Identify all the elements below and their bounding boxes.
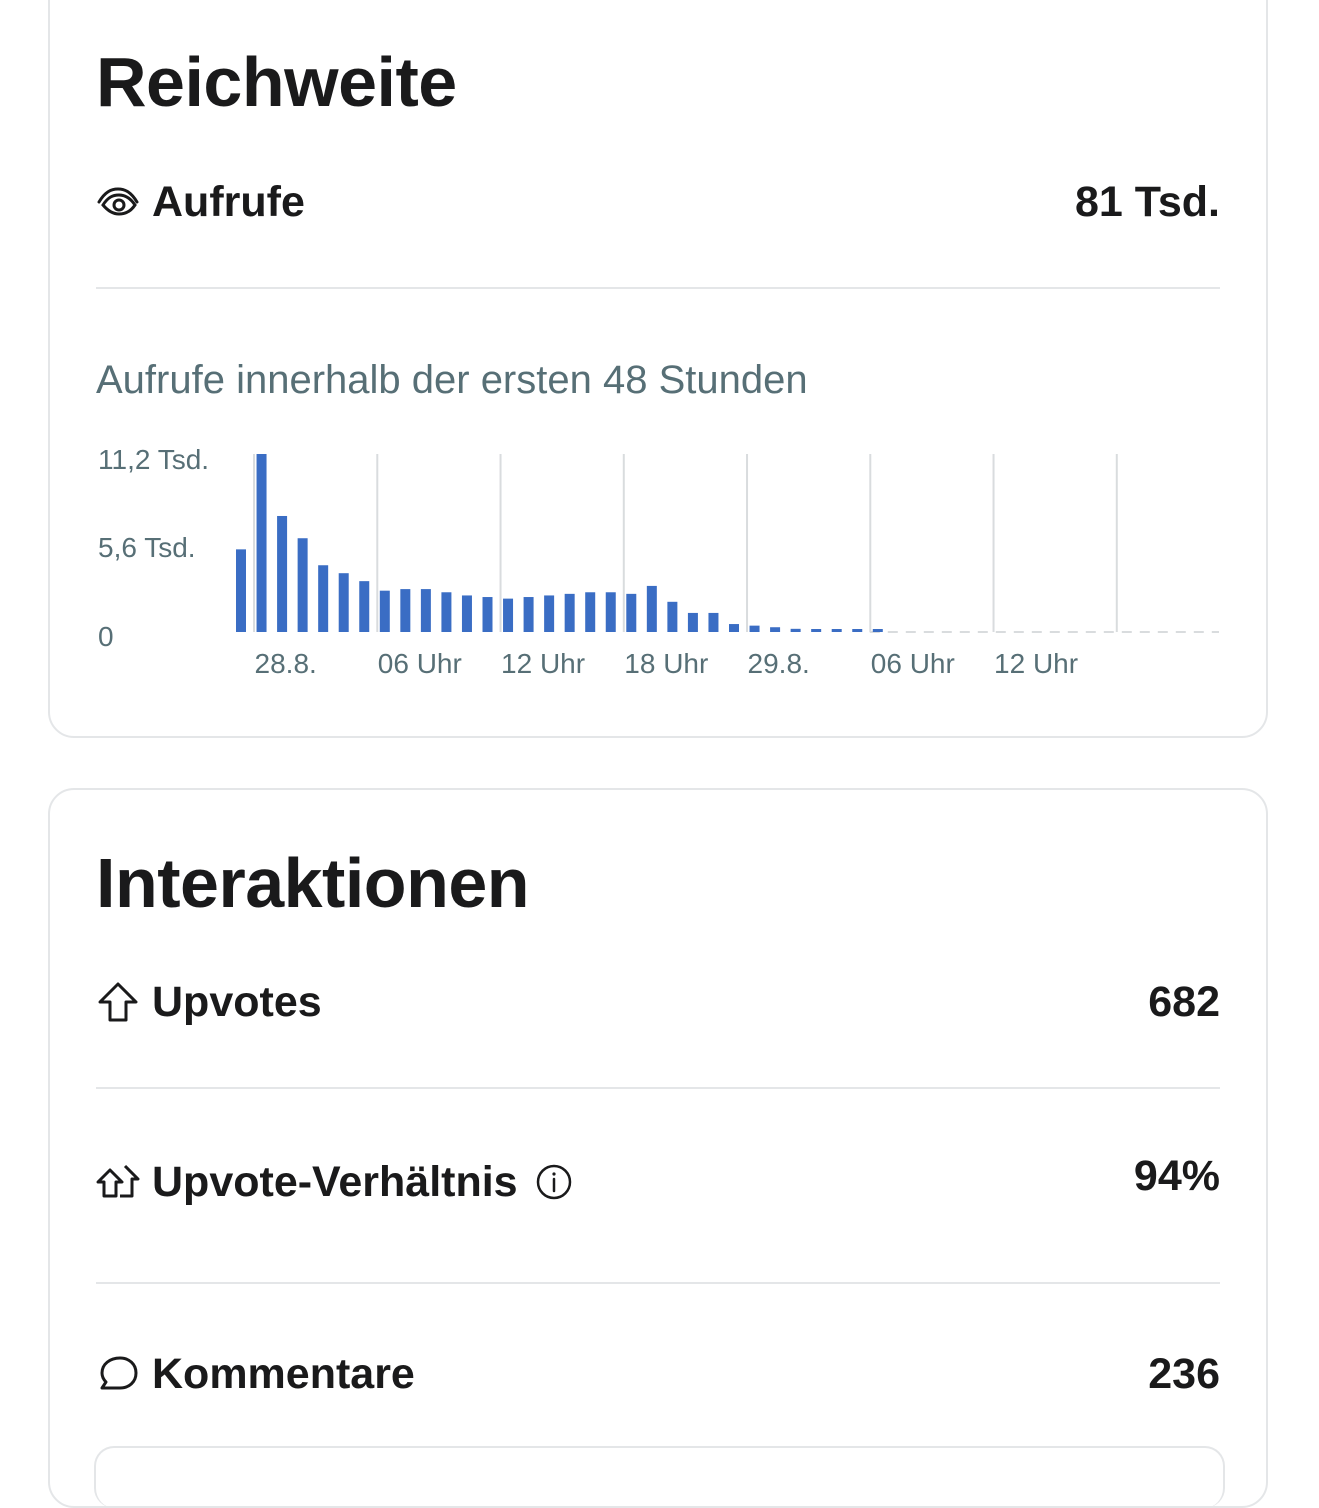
reach-divider	[96, 287, 1220, 289]
x-tick-label: 18 Uhr	[624, 648, 708, 679]
chart-bar	[236, 549, 246, 632]
chart-bar	[359, 581, 370, 632]
chart-bar	[872, 629, 883, 632]
comments-row[interactable]: Kommentare 236	[96, 1352, 1220, 1396]
chart-bar	[626, 593, 637, 632]
comments-label: Kommentare	[152, 1349, 415, 1398]
next-card-edge	[94, 1446, 1225, 1508]
chart-bar	[400, 589, 411, 632]
chart-bar	[790, 628, 801, 632]
chart-bar	[544, 595, 555, 632]
views-chart: 11,2 Tsd. 5,6 Tsd. 0 28.8. 06 Uhr 12 Uhr 18 Uh…	[98, 444, 1219, 679]
chart-bar	[770, 627, 781, 632]
reach-title: Reichweite	[96, 43, 457, 121]
chart-bar	[482, 597, 493, 632]
chart-bar	[338, 573, 349, 632]
chart-bar	[667, 601, 678, 632]
interactions-card: Interaktionen Upvotes 682 Upvote-Verhält…	[48, 788, 1268, 1508]
upvotes-value: 682	[1148, 977, 1220, 1026]
chart-bar	[646, 585, 657, 632]
y-tick-label: 11,2 Tsd.	[98, 444, 209, 475]
chart-bar	[420, 589, 431, 632]
info-icon[interactable]	[534, 1162, 574, 1202]
views-eye-icon	[96, 180, 140, 224]
chart-bar	[441, 592, 452, 632]
chart-title: Aufrufe innerhalb der ersten 48 Stunden	[96, 358, 808, 402]
upvote-ratio-row[interactable]: Upvote-Verhältnis 94%	[96, 1154, 1220, 1206]
y-tick-label: 5,6 Tsd.	[98, 532, 196, 563]
chart-bar	[852, 629, 863, 632]
upvotes-divider	[96, 1087, 1220, 1089]
x-tick-label: 12 Uhr	[501, 648, 585, 679]
x-tick-label: 06 Uhr	[871, 648, 955, 679]
chart-bar	[729, 624, 739, 632]
chart-bar	[297, 538, 308, 632]
views-value: 81 Tsd.	[1075, 177, 1220, 226]
chart-bar	[811, 629, 822, 632]
upvote-ratio-value: 94%	[1133, 1151, 1220, 1200]
comments-value: 236	[1148, 1349, 1220, 1398]
x-tick-label: 29.8.	[748, 648, 810, 679]
x-tick-label: 06 Uhr	[378, 648, 462, 679]
chart-bar	[687, 612, 698, 632]
chart-bar	[749, 625, 760, 632]
upvote-ratio-label: Upvote-Verhältnis	[152, 1157, 518, 1206]
views-row[interactable]: Aufrufe 81 Tsd.	[96, 180, 1220, 224]
chart-bar	[564, 593, 575, 632]
chart-bar	[523, 597, 534, 632]
upvote-arrow-icon	[96, 980, 140, 1024]
upvote-ratio-icon	[96, 1160, 140, 1204]
x-tick-label: 12 Uhr	[994, 648, 1078, 679]
chart-bar	[256, 454, 267, 632]
ratio-divider	[96, 1282, 1220, 1284]
chart-bar	[708, 612, 719, 632]
upvotes-row[interactable]: Upvotes 682	[96, 980, 1220, 1024]
chart-bar	[585, 592, 596, 632]
reach-card: Reichweite Aufrufe 81 Tsd. Aufrufe inner…	[48, 0, 1268, 738]
x-tick-label: 28.8.	[255, 648, 317, 679]
y-tick-label: 0	[98, 621, 114, 652]
chart-bar	[379, 590, 390, 632]
chart-bar	[277, 515, 288, 632]
chart-bar	[318, 565, 329, 632]
chart-bar	[461, 595, 472, 632]
chart-bar	[503, 598, 514, 632]
interactions-title: Interaktionen	[96, 844, 530, 922]
upvotes-label: Upvotes	[152, 977, 322, 1026]
chart-bar	[831, 629, 842, 632]
views-label: Aufrufe	[152, 177, 305, 226]
chart-bar	[605, 592, 616, 632]
comment-bubble-icon	[96, 1352, 140, 1396]
